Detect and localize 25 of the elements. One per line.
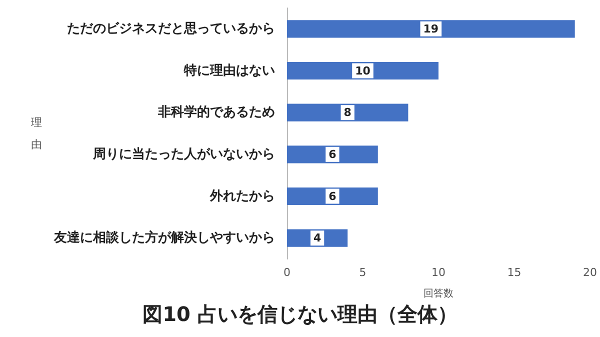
data-label: 8 [344, 106, 352, 120]
bar [287, 104, 408, 122]
y-tick-label: 友達に相談した方が解決しやすいから [53, 230, 275, 246]
data-label: 6 [328, 148, 337, 161]
bar [287, 187, 378, 206]
data-label: 4 [313, 232, 322, 245]
data-label: 10 [355, 64, 371, 78]
y-tick-label: 周りに当たった人がいないから [92, 146, 275, 162]
y-tick-label: 外れたから [209, 188, 275, 204]
x-tick-label: 15 [507, 266, 522, 279]
data-label: 19 [423, 22, 439, 36]
y-tick-label: ただのビジネスだと思っているから [67, 21, 275, 36]
bar [287, 62, 438, 80]
x-axis-title: 回答数 [424, 288, 454, 300]
x-tick-label: 10 [432, 266, 446, 279]
bar [287, 20, 575, 38]
text: 図10 占いを信じない理由（全体） [142, 302, 458, 326]
x-tick-label: 5 [359, 266, 366, 279]
bar [287, 146, 378, 164]
data-label: 6 [328, 190, 337, 203]
y-tick-label: 特に理由はない [183, 63, 275, 78]
y-axis-title: 理由 [31, 116, 42, 151]
y-tick-label: 非科学的であるため [157, 105, 275, 120]
x-tick-label: 0 [284, 266, 290, 279]
x-tick-label: 20 [583, 266, 597, 279]
